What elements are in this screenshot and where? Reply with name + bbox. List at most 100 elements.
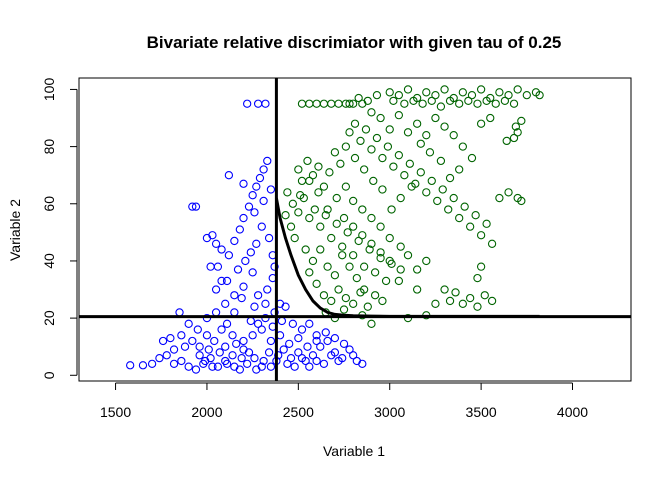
blue-data-point (195, 342, 204, 351)
green-data-point (405, 159, 414, 168)
green-data-point (378, 296, 387, 306)
x-tick-label: 1500 (100, 404, 131, 420)
green-data-point (449, 193, 458, 203)
green-data-point (345, 262, 354, 271)
x-axis: 1500 2000 2500 3000 3500 4000 (100, 382, 588, 420)
blue-data-point (237, 353, 246, 363)
blue-data-point (177, 331, 186, 340)
blue-data-point (330, 333, 340, 343)
blue-data-point (228, 331, 237, 340)
green-data-point (513, 85, 522, 94)
green-data-point (511, 122, 520, 131)
green-data-point (422, 188, 431, 197)
discriminator-curve (274, 197, 540, 318)
green-data-point (389, 96, 398, 106)
green-data-point (396, 193, 405, 203)
blue-data-point (213, 262, 223, 271)
green-data-point (350, 153, 360, 163)
green-data-point (535, 91, 544, 100)
y-axis: 0 20 40 60 80 100 (41, 78, 78, 379)
green-data-point (440, 122, 449, 131)
green-data-point (394, 151, 404, 160)
plot-frame (78, 77, 632, 382)
blue-data-point (285, 339, 294, 348)
blue-data-point (184, 362, 193, 371)
green-data-point (471, 211, 480, 220)
green-data-point (400, 171, 409, 180)
blue-data-point (246, 316, 255, 326)
green-data-point (296, 191, 305, 200)
blue-data-point (243, 359, 252, 368)
green-data-point (436, 102, 446, 111)
green-data-point (458, 142, 467, 151)
blue-data-point (246, 248, 255, 257)
green-data-point (319, 99, 329, 108)
green-data-point (376, 222, 385, 231)
blue-data-point (232, 339, 241, 348)
green-data-point (400, 99, 409, 108)
blue-data-point (147, 359, 157, 368)
blue-data-point (239, 179, 248, 188)
green-data-point (455, 213, 464, 223)
green-data-point (464, 96, 473, 106)
y-tick-label: 100 (41, 78, 57, 102)
blue-data-point (288, 319, 298, 328)
green-data-point (338, 251, 347, 260)
green-data-point (332, 193, 341, 203)
blue-data-point (259, 165, 268, 174)
blue-data-point (250, 302, 259, 311)
green-data-point (440, 285, 449, 294)
green-data-point (409, 96, 418, 106)
blue-data-point (211, 239, 221, 248)
y-tick-label: 40 (41, 253, 57, 269)
green-data-point (389, 162, 398, 171)
green-data-point (381, 276, 391, 286)
green-data-point (349, 196, 358, 206)
blue-data-point (230, 291, 239, 300)
blue-data-point (308, 351, 318, 360)
green-data-point (354, 236, 363, 246)
green-data-point (403, 251, 413, 260)
blue-data-point (263, 156, 272, 166)
y-tick-label: 20 (41, 310, 57, 326)
green-data-point (449, 131, 458, 140)
green-data-point (394, 111, 404, 120)
green-data-point (305, 176, 314, 186)
green-data-point (338, 242, 347, 251)
blue-data-point (217, 245, 226, 254)
green-data-point (327, 99, 336, 108)
green-data-point (394, 91, 404, 100)
blue-data-point (266, 185, 276, 194)
green-data-point (425, 148, 435, 157)
blue-data-point (221, 342, 230, 351)
green-data-point (363, 302, 372, 311)
green-data-point (349, 299, 358, 308)
green-data-point (383, 142, 393, 151)
green-data-point (314, 188, 323, 197)
green-data-point (396, 265, 405, 274)
blue-data-point (339, 339, 349, 348)
blue-data-point (211, 285, 221, 294)
green-data-point (431, 113, 440, 123)
blue-data-point (215, 348, 224, 357)
green-data-point (367, 213, 376, 223)
chart-title: Bivariate relative discrimiator with giv… (147, 33, 562, 52)
blue-data-point (248, 331, 257, 340)
blue-data-point (252, 182, 261, 191)
blue-data-point (193, 325, 202, 334)
green-data-point (301, 245, 310, 254)
green-data-point (336, 159, 345, 168)
green-data-point (412, 265, 422, 274)
blue-data-point (239, 213, 248, 223)
green-data-point (504, 91, 513, 100)
blue-data-point (290, 362, 299, 371)
green-data-point (482, 219, 491, 228)
x-tick-label: 2000 (191, 404, 222, 420)
green-data-point (316, 245, 325, 254)
green-data-point (427, 176, 436, 186)
lines-layer (79, 78, 631, 381)
blue-data-point (294, 333, 303, 343)
green-data-point (305, 99, 314, 108)
green-data-point (339, 305, 349, 314)
green-data-point (358, 205, 367, 214)
